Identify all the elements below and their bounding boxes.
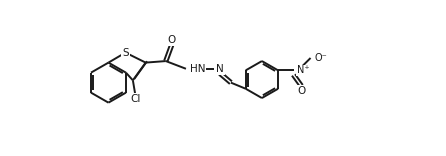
Text: S: S [122,48,129,58]
Text: HN: HN [190,64,205,74]
Text: Cl: Cl [130,94,140,104]
Text: N: N [216,64,224,74]
Text: O⁻: O⁻ [314,53,327,63]
Text: O: O [297,86,306,96]
Text: N⁺: N⁺ [297,65,309,75]
Text: O: O [168,35,176,45]
